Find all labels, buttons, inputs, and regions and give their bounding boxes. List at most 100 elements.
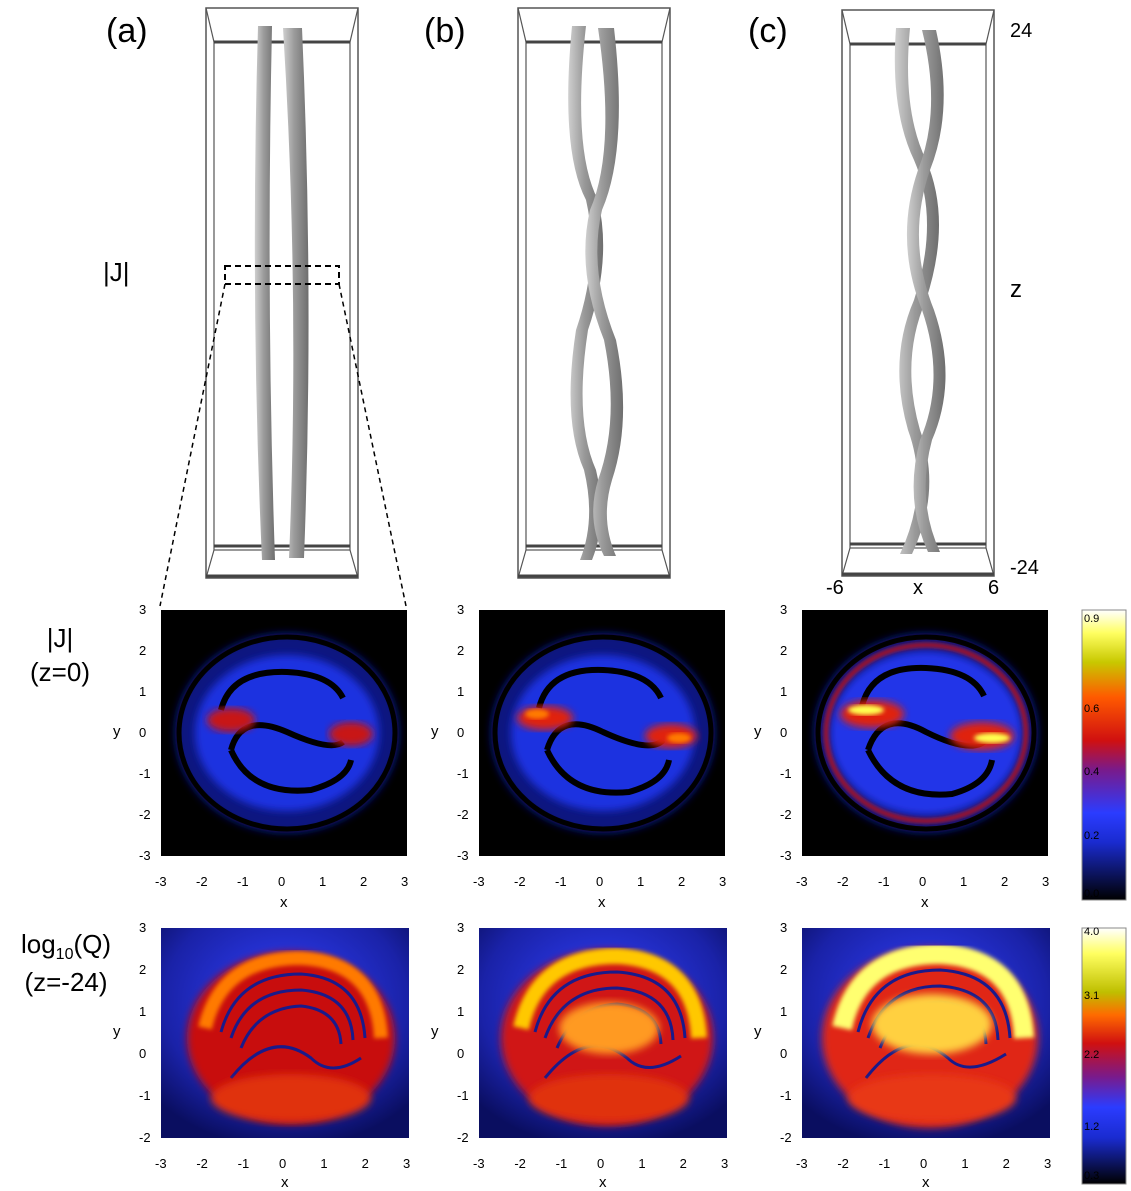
q-ylabel: y: [754, 1023, 762, 1040]
j-xtick: 1: [960, 874, 968, 889]
slice-indicator: [224, 265, 340, 285]
q-slice-c: [802, 928, 1050, 1138]
j-ytick: 3: [780, 602, 788, 617]
box-b: [517, 7, 671, 579]
q-ytick: 1: [139, 1004, 147, 1019]
j-ylabel: y: [431, 723, 439, 740]
row-label-bottom: log10(Q) (z=-24): [6, 928, 126, 1000]
q-ylabel: y: [431, 1023, 439, 1040]
panel-label-c: (c): [748, 12, 788, 50]
q-ytick: 0: [139, 1046, 147, 1061]
j-xtick: -1: [555, 874, 567, 889]
j-ytick: 0: [457, 725, 465, 740]
j-ytick: -1: [457, 766, 469, 781]
q-xtick: 0: [920, 1156, 928, 1171]
row-label-top: |J|: [103, 257, 130, 287]
q-ytick: -2: [139, 1130, 151, 1145]
j-xtick: -3: [155, 874, 167, 889]
q-xtick: 1: [638, 1156, 646, 1171]
j-xtick: 2: [678, 874, 686, 889]
q-xtick: 0: [597, 1156, 605, 1171]
q-xtick: 1: [320, 1156, 328, 1171]
j-ytick: 1: [780, 684, 788, 699]
log-subscript: 10: [55, 946, 74, 964]
j-xlabel: x: [598, 894, 606, 911]
j-ytick: 0: [780, 725, 788, 740]
j-ytick: -1: [139, 766, 151, 781]
j-ytick: -2: [780, 807, 792, 822]
q-ytick: 0: [457, 1046, 465, 1061]
colorbar-j-tick: 0.9: [1084, 612, 1100, 625]
x-max-label: 6: [988, 577, 1000, 599]
j-xtick: -1: [878, 874, 890, 889]
j-ytick: -1: [780, 766, 792, 781]
j-ytick: -2: [457, 807, 469, 822]
j-ytick: -3: [139, 848, 151, 863]
q-slice-a: [161, 928, 409, 1138]
j-xlabel: x: [921, 894, 929, 911]
j-xlabel: x: [280, 894, 288, 911]
j-xtick: 2: [1001, 874, 1009, 889]
q-xtick: 1: [961, 1156, 969, 1171]
q-xlabel: x: [281, 1174, 289, 1191]
colorbar-j-tick: 0.6: [1084, 702, 1100, 715]
box-c: [841, 9, 995, 577]
j-xtick: 3: [719, 874, 727, 889]
panel-label-a: (a): [106, 12, 148, 50]
q-ytick: 3: [457, 920, 465, 935]
q-xtick: -2: [514, 1156, 526, 1171]
q-ytick: 3: [139, 920, 147, 935]
j-ytick: 3: [457, 602, 465, 617]
j-ytick: -3: [457, 848, 469, 863]
j-xtick: -2: [837, 874, 849, 889]
j-ylabel: y: [113, 723, 121, 740]
row-label-middle: |J| (z=0): [20, 622, 100, 690]
flux-tube-left-b: [568, 26, 604, 560]
colorbar-q-tick: 0.3: [1084, 1170, 1100, 1182]
j-xtick: -1: [237, 874, 249, 889]
zoom-line-right: [338, 283, 407, 607]
q-text: (Q): [73, 929, 112, 959]
q-xtick: -3: [155, 1156, 167, 1171]
q-ylabel: y: [113, 1023, 121, 1040]
x-axis-label-box: x: [913, 577, 923, 599]
j-xtick: 1: [637, 874, 645, 889]
row-label-bottom-slice: (z=-24): [24, 966, 108, 997]
q-xtick: 2: [1002, 1156, 1010, 1171]
j-slice-a: [161, 610, 407, 856]
flux-tube-right-a: [283, 28, 309, 558]
q-xtick: -2: [196, 1156, 208, 1171]
q-xlabel: x: [599, 1174, 607, 1191]
j-ytick: -2: [139, 807, 151, 822]
q-ytick: 2: [780, 962, 788, 977]
j-ytick: 2: [780, 643, 788, 658]
row-label-middle-slice: (z=0): [30, 656, 90, 687]
box-a: [159, 7, 407, 607]
q-ytick: 1: [780, 1004, 788, 1019]
q-xtick: 2: [361, 1156, 369, 1171]
colorbar-q-tick: 2.2: [1084, 1048, 1100, 1061]
q-xtick: -3: [796, 1156, 808, 1171]
q-xtick: -3: [473, 1156, 485, 1171]
q-xtick: -1: [555, 1156, 568, 1171]
q-ytick: -2: [457, 1130, 469, 1145]
j-slice-c: [802, 610, 1048, 856]
q-xtick: -2: [837, 1156, 849, 1171]
q-ytick: -1: [780, 1088, 792, 1103]
q-xtick: 0: [279, 1156, 287, 1171]
colorbar-q-tick: 3.1: [1084, 990, 1100, 1002]
x-min-label: -6: [826, 577, 844, 599]
j-ytick: 1: [139, 684, 147, 699]
colorbar-j: [1081, 609, 1127, 901]
j-xtick: -2: [196, 874, 208, 889]
panel-label-b: (b): [424, 12, 466, 50]
j-ytick: -3: [780, 848, 792, 863]
colorbar-j-tick: 0.0: [1084, 888, 1100, 900]
j-slice-b: [479, 610, 725, 856]
j-xtick: -3: [473, 874, 485, 889]
j-ytick: 1: [457, 684, 465, 699]
z-min-label: -24: [1010, 557, 1039, 579]
tube-renderings: [159, 7, 995, 607]
q-xtick: 3: [721, 1156, 729, 1171]
